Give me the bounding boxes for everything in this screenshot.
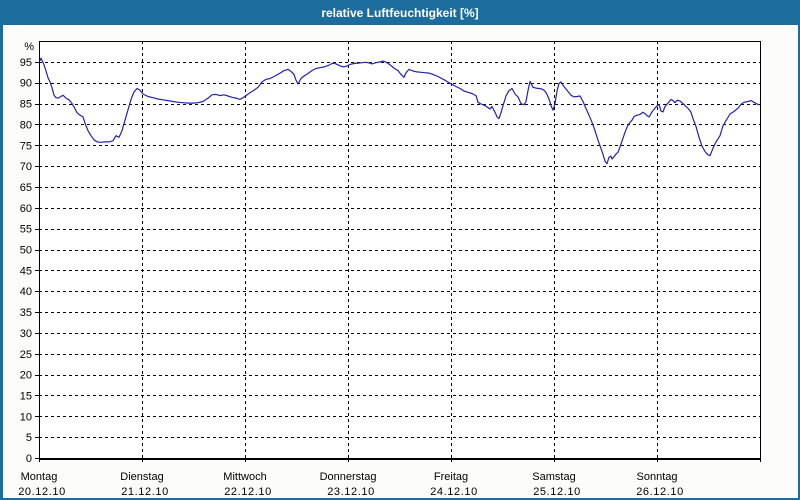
window-title: relative Luftfeuchtigkeit [%] — [321, 5, 479, 20]
x-day-label: Mittwoch — [223, 471, 266, 483]
y-tick-label: 80 — [20, 119, 32, 131]
y-tick-label: 40 — [20, 286, 32, 298]
plot-frame — [39, 41, 761, 460]
y-tick-label: 30 — [20, 328, 32, 340]
y-tick-label: 10 — [20, 411, 32, 423]
x-date-label: 25.12.10 — [533, 486, 581, 498]
y-tick-label: 15 — [20, 390, 32, 402]
x-axis-labels: Montag 20.12.10 Dienstag 21.12.10 Mittwoch 22… — [18, 471, 684, 498]
y-tick-label: 95 — [20, 57, 32, 69]
plot-background — [39, 41, 760, 458]
x-day-label: Donnerstag — [320, 471, 377, 483]
y-tick-label: 85 — [20, 99, 32, 111]
y-axis-unit-label: % — [24, 41, 34, 53]
x-date-label: 26.12.10 — [636, 486, 684, 498]
x-day-label: Montag — [21, 471, 58, 483]
y-tick-label: 0 — [26, 453, 32, 465]
x-date-label: 20.12.10 — [18, 486, 66, 498]
y-tick-label: 90 — [20, 78, 32, 90]
y-tick-label: 75 — [20, 140, 32, 152]
y-axis-labels: 0 5 10 15 20 25 30 35 40 45 50 55 60 65 70 75 80 85 90 95% — [20, 41, 34, 465]
y-tick-label: 60 — [20, 203, 32, 215]
y-tick-label: 45 — [20, 265, 32, 277]
y-tick-label: 65 — [20, 182, 32, 194]
gridlines — [39, 41, 760, 458]
y-tick-label: 70 — [20, 161, 32, 173]
y-tick-label: 35 — [20, 307, 32, 319]
y-tick-label: 20 — [20, 370, 32, 382]
x-day-label: Freitag — [434, 471, 468, 483]
x-day-label: Dienstag — [120, 471, 163, 483]
y-tick-label: 50 — [20, 245, 32, 257]
humidity-series-line — [39, 57, 760, 165]
x-date-label: 22.12.10 — [224, 486, 272, 498]
y-tick-label: 5 — [26, 432, 32, 444]
axis-ticks — [35, 62, 761, 462]
window-border — [0, 25, 800, 500]
x-day-label: Sonntag — [637, 471, 678, 483]
x-date-label: 21.12.10 — [121, 486, 169, 498]
x-date-label: 24.12.10 — [430, 486, 478, 498]
y-tick-label: 25 — [20, 349, 32, 361]
x-date-label: 23.12.10 — [327, 486, 375, 498]
window-titlebar: relative Luftfeuchtigkeit [%] — [0, 0, 800, 25]
y-tick-label: 55 — [20, 224, 32, 236]
x-day-label: Samstag — [532, 471, 575, 483]
